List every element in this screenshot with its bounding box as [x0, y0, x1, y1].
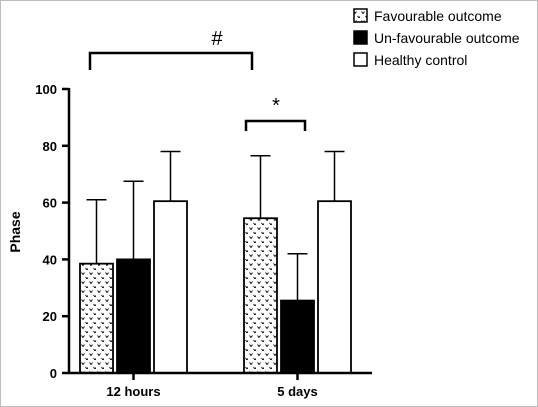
y-ticks: 0 20 40 60 80 100	[35, 82, 69, 381]
y-tick-label: 60	[43, 196, 57, 211]
y-tick-label: 20	[43, 309, 57, 324]
y-tick-label: 80	[43, 139, 57, 154]
bars-layer	[79, 150, 352, 374]
y-axis-label: Phase	[7, 211, 23, 252]
x-tick-label: 12 hours	[106, 384, 160, 399]
legend-swatch-unfavourable	[353, 30, 368, 45]
star-bracket	[244, 119, 307, 131]
legend-label-favourable: Favourable outcome	[374, 8, 502, 24]
hash-annotation: #	[211, 28, 223, 50]
star-annotation: *	[272, 95, 280, 117]
bar	[317, 200, 352, 374]
y-tick-label: 100	[35, 82, 57, 97]
legend-swatch-favourable	[353, 8, 368, 23]
bar	[79, 262, 114, 374]
x-ticks: 12 hours 5 days	[106, 373, 318, 399]
bar	[153, 200, 188, 374]
bar	[243, 217, 278, 374]
bar	[280, 299, 315, 374]
y-tick-label: 0	[50, 366, 57, 381]
y-tick-label: 40	[43, 252, 57, 267]
bar	[116, 258, 151, 374]
x-tick-label: 5 days	[277, 384, 317, 399]
hash-bracket	[88, 51, 254, 70]
legend-swatch-healthy	[353, 52, 368, 67]
legend-label-unfavourable: Un-favourable outcome	[374, 30, 520, 46]
legend-label-healthy: Healthy control	[374, 52, 467, 68]
legend: Favourable outcome Un-favourable outcome…	[353, 8, 520, 68]
